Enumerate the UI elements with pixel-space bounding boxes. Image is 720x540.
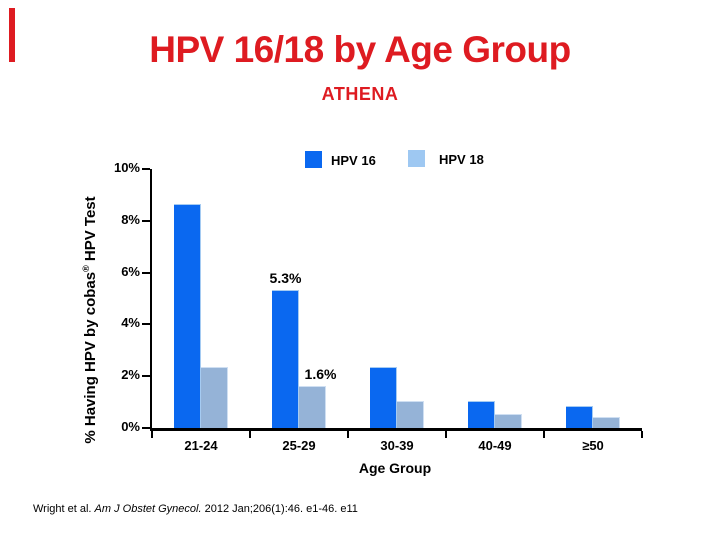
y-tick bbox=[142, 219, 150, 222]
y-tick-label: 4% bbox=[121, 315, 140, 331]
legend-swatch-hpv18 bbox=[408, 150, 425, 167]
x-tick bbox=[445, 431, 447, 438]
bar-hpv18-25-29 bbox=[299, 385, 326, 428]
y-tick-label: 2% bbox=[121, 367, 140, 383]
citation-authors: Wright et al. bbox=[33, 503, 95, 515]
y-axis-title-text: % Having HPV by cobas bbox=[82, 271, 99, 444]
bar-value-label: 1.6% bbox=[304, 365, 337, 382]
y-tick bbox=[142, 375, 150, 378]
x-axis-title: Age Group bbox=[358, 460, 432, 476]
y-tick-label: 6% bbox=[121, 263, 140, 279]
x-tick bbox=[347, 431, 349, 438]
x-category-label: 25-29 bbox=[282, 438, 316, 453]
bar-hpv16-≥50 bbox=[566, 406, 593, 428]
y-tick-label: 0% bbox=[121, 419, 140, 434]
bar-hpv18-30-39 bbox=[397, 401, 424, 428]
x-tick bbox=[249, 431, 251, 438]
slide-subtitle: ATHENA bbox=[321, 84, 399, 104]
y-tick bbox=[142, 323, 150, 326]
x-tick bbox=[543, 431, 545, 438]
bar-hpv16-21-24 bbox=[174, 204, 201, 428]
legend-label-hpv18: HPV 18 bbox=[439, 152, 484, 167]
bar-hpv18-40-49 bbox=[495, 414, 522, 428]
y-tick-label: 8% bbox=[121, 211, 140, 227]
legend-swatch-hpv16 bbox=[305, 151, 322, 168]
bar-hpv18-≥50 bbox=[593, 416, 620, 428]
x-tick bbox=[641, 431, 643, 438]
registered-trademark-icon: ® bbox=[81, 265, 91, 272]
x-category-label: ≥50 bbox=[582, 438, 604, 453]
y-axis-title-suffix: HPV Test bbox=[82, 196, 99, 266]
y-tick-label: 10% bbox=[113, 160, 140, 175]
y-tick bbox=[142, 168, 150, 170]
y-tick bbox=[142, 427, 150, 429]
accent-bar bbox=[9, 8, 15, 62]
legend-label-hpv16: HPV 16 bbox=[331, 153, 376, 168]
bar-value-label: 5.3% bbox=[269, 269, 302, 286]
y-tick bbox=[142, 271, 150, 274]
x-category-label: 40-49 bbox=[478, 438, 512, 453]
x-category-label: 21-24 bbox=[184, 438, 218, 453]
x-tick bbox=[151, 431, 153, 438]
bar-hpv16-25-29 bbox=[272, 289, 299, 428]
slide-title: HPV 16/18 by Age Group bbox=[149, 29, 571, 70]
citation: Wright et al. Am J Obstet Gynecol. 2012 … bbox=[33, 503, 358, 515]
x-category-label: 30-39 bbox=[380, 438, 414, 453]
bar-hpv16-30-39 bbox=[370, 367, 397, 428]
citation-journal: Am J Obstet Gynecol. bbox=[94, 503, 202, 515]
bar-hpv16-40-49 bbox=[468, 401, 495, 428]
citation-issue: 2012 Jan;206(1):46. e1-46. e11 bbox=[201, 503, 358, 515]
plot-area: 10% 8% 6% 4% 2% 0% 21-24 25-29 30-39 40-49 ≥50 5.3%… bbox=[114, 160, 643, 453]
bar-hpv18-21-24 bbox=[201, 367, 228, 428]
